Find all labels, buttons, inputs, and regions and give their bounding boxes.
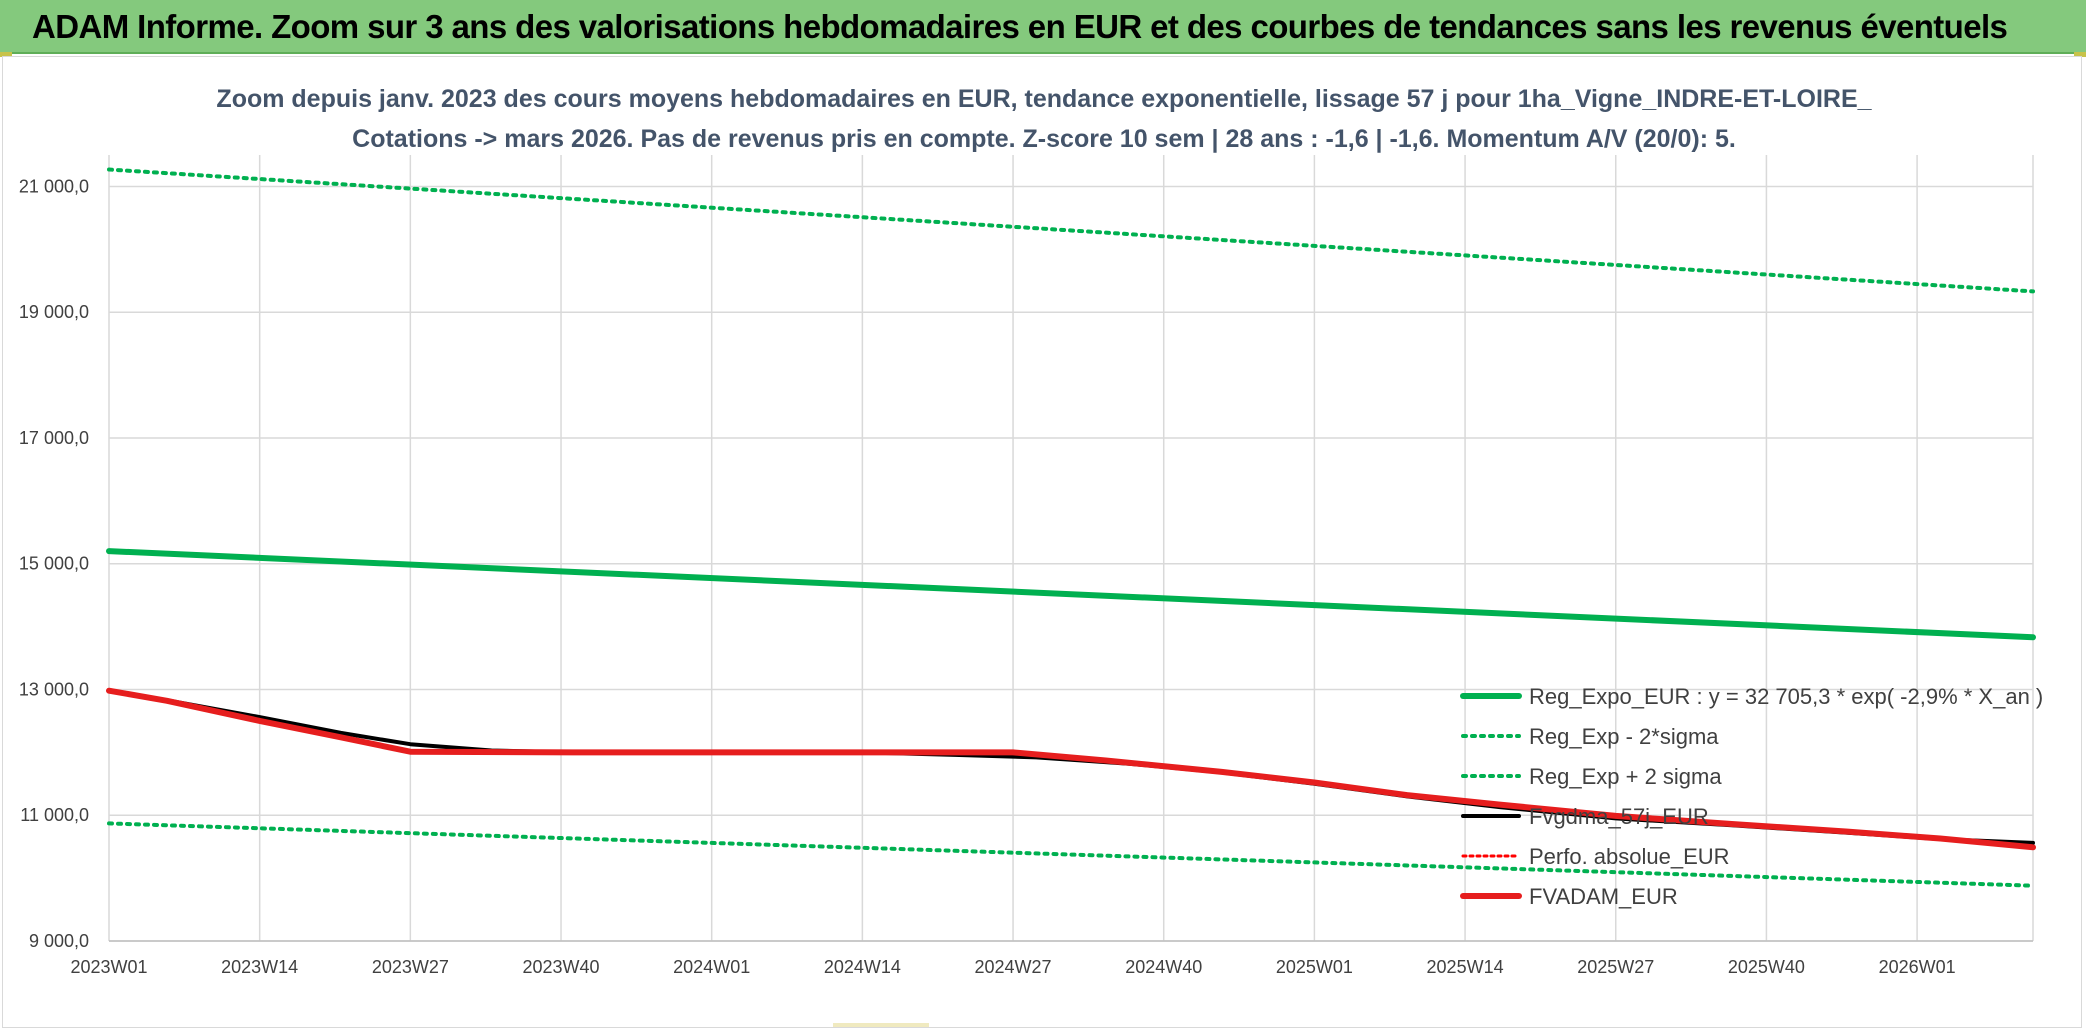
legend-label-fvgdma: Fvgdma_57j_EUR: [1529, 804, 1709, 829]
y-axis-ticks: 9 000,0 11 000,0 13 000,0 15 000,0 17 000,0 1…: [19, 176, 89, 951]
x-tick-label: 2024W01: [673, 957, 750, 977]
legend: Reg_Expo_EUR : y = 32 705,3 * exp( -2,9%…: [1460, 684, 2043, 909]
series-line-plus: [107, 167, 2035, 294]
x-axis-ticks: 2023W01 2023W14 2023W27 2023W40 2024W01 2024W…: [70, 957, 1955, 977]
corner-accent-left: [0, 52, 12, 57]
legend-label-plus: Reg_Exp + 2 sigma: [1529, 764, 1722, 789]
y-tick-label: 17 000,0: [19, 428, 89, 448]
legend-label-fvadam: FVADAM_EUR: [1529, 884, 1678, 909]
legend-label-reg: Reg_Expo_EUR : y = 32 705,3 * exp( -2,9%…: [1529, 684, 2043, 709]
x-tick-label: 2024W14: [824, 957, 901, 977]
report-title: ADAM Informe. Zoom sur 3 ans des valoris…: [32, 8, 2008, 45]
y-tick-label: 21 000,0: [19, 176, 89, 196]
y-tick-label: 15 000,0: [19, 554, 89, 574]
chart-title-line-2: Cotations -> mars 2026. Pas de revenus p…: [352, 125, 1736, 153]
x-tick-label: 2023W40: [522, 957, 599, 977]
chart-frame: Zoom depuis janv. 2023 des cours moyens …: [2, 56, 2082, 1028]
x-tick-label: 2025W27: [1577, 957, 1654, 977]
series-line-reg: [106, 548, 2036, 641]
corner-accent-right: [2074, 52, 2086, 57]
legend-label-minus: Reg_Exp - 2*sigma: [1529, 724, 1719, 749]
line-chart: Zoom depuis janv. 2023 des cours moyens …: [19, 85, 2043, 977]
x-tick-label: 2025W01: [1276, 957, 1353, 977]
chart-title-line-1: Zoom depuis janv. 2023 des cours moyens …: [216, 85, 1872, 113]
x-tick-label: 2026W01: [1879, 957, 1956, 977]
x-tick-label: 2023W01: [70, 957, 147, 977]
x-tick-label: 2024W40: [1125, 957, 1202, 977]
series-line-minus: [107, 821, 2035, 888]
x-tick-label: 2025W14: [1427, 957, 1504, 977]
y-tick-label: 11 000,0: [20, 805, 89, 825]
series-lines: [106, 167, 2036, 888]
y-tick-label: 9 000,0: [29, 931, 89, 951]
legend-label-perfo: Perfo. absolue_EUR: [1529, 844, 1730, 869]
report-banner: ADAM Informe. Zoom sur 3 ans des valoris…: [0, 0, 2086, 54]
series-line-fvgdma: [107, 688, 2035, 845]
x-tick-label: 2023W14: [221, 957, 298, 977]
x-tick-label: 2024W27: [975, 957, 1052, 977]
y-tick-label: 13 000,0: [19, 679, 89, 699]
grid: [108, 155, 2034, 942]
x-tick-label: 2023W27: [372, 957, 449, 977]
x-tick-label: 2025W40: [1728, 957, 1805, 977]
series-line-fvadam: [106, 687, 2036, 851]
bottom-accent: [833, 1023, 929, 1027]
y-tick-label: 19 000,0: [19, 302, 89, 322]
